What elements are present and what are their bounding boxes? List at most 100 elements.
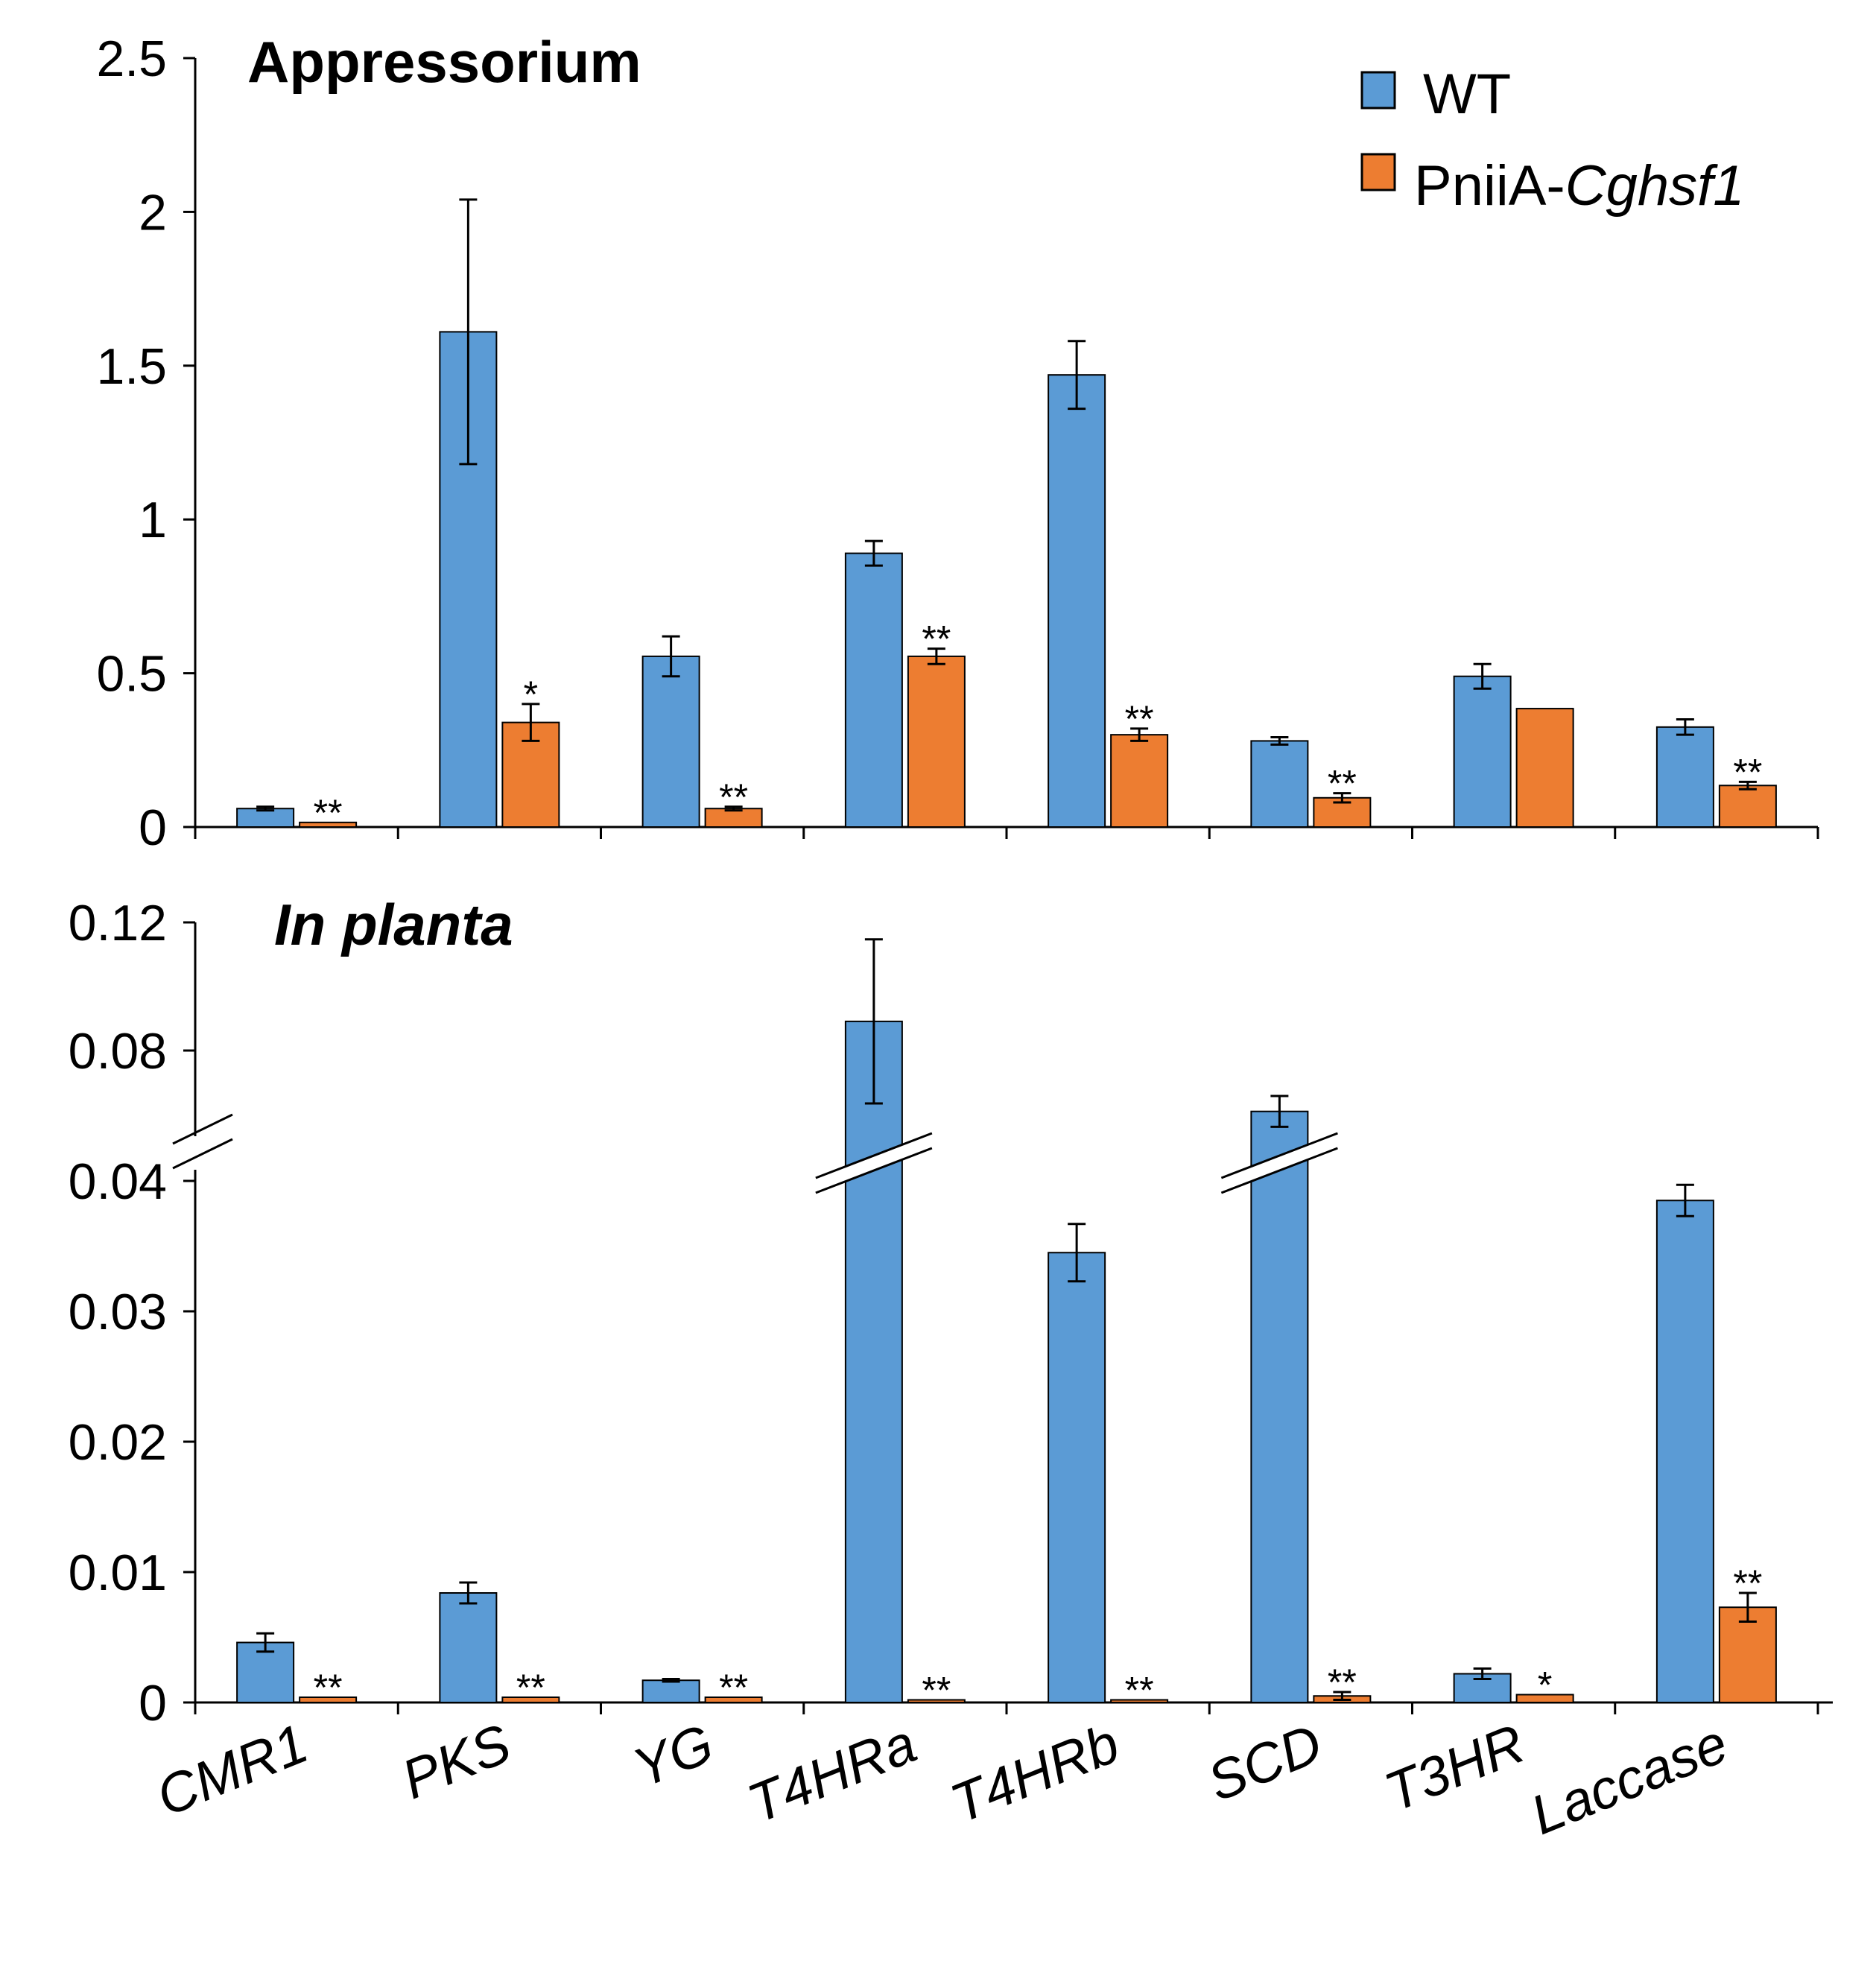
appressorium-significance-label: ** <box>922 618 951 660</box>
in-planta-title: In planta <box>274 892 513 957</box>
appressorium-error-bar <box>662 635 680 678</box>
appressorium-error-bar <box>1333 792 1351 804</box>
appressorium-bar-wt-scd <box>1250 740 1309 829</box>
appressorium-error-bar <box>724 805 743 812</box>
category-label-scd: SCD <box>1199 1712 1330 1813</box>
appressorium-chart: 00.511.522.5 *********** ** Appressorium <box>96 29 1819 856</box>
appressorium-bar-mutant-t4hrb <box>1110 734 1169 828</box>
category-label-cmr1: CMR1 <box>148 1712 317 1828</box>
in-planta-significance-label: ** <box>719 1667 748 1708</box>
in-planta-x-ticks <box>194 1702 1819 1714</box>
in-planta-bar-wt-t4hrb <box>1048 1252 1106 1703</box>
in-planta-chart: 00.010.020.030.040.080.12 ** ** ** ** ** ** **… <box>69 892 1833 1732</box>
appressorium-y-tick-label: 2 <box>139 184 167 241</box>
in-planta-error-bar <box>1270 1094 1289 1128</box>
appressorium-bar-wt-laccase <box>1655 726 1714 829</box>
appressorium-error-bar <box>1130 727 1149 742</box>
in-planta-significance-label: ** <box>1733 1562 1762 1604</box>
in-planta-bar-mutant-t4hrb <box>1110 1699 1169 1703</box>
appressorium-bar-wt-t4hrb <box>1048 374 1106 828</box>
in-planta-bar-wt-pks <box>439 1592 498 1703</box>
in-planta-y-tick-label: 0.12 <box>69 895 167 951</box>
in-planta-y-tick-label: 0 <box>139 1675 167 1732</box>
legend-label-mutant-prefix: PniiA- <box>1414 154 1565 218</box>
appressorium-error-bar <box>864 539 883 567</box>
category-label-yg: YG <box>624 1712 721 1799</box>
appressorium-significance-label: ** <box>314 792 343 834</box>
appressorium-error-bar <box>459 198 478 466</box>
appressorium-bar-wt-cmr1 <box>236 808 295 829</box>
appressorium-y-tick-label: 2.5 <box>96 31 167 87</box>
appressorium-significance-label: ** <box>1125 698 1154 740</box>
legend-swatch-mutant <box>1360 153 1396 191</box>
bar-break-mark <box>815 1132 933 1194</box>
in-planta-bar-wt-scd <box>1250 1110 1309 1703</box>
appressorium-significance-label: ** <box>1733 751 1762 793</box>
in-planta-significance-label: * <box>1538 1664 1552 1706</box>
in-planta-bar-mutant-t4hra <box>907 1699 966 1703</box>
in-planta-y-tick-label: 0.03 <box>69 1284 167 1340</box>
in-planta-bar-wt-laccase <box>1655 1200 1714 1703</box>
in-planta-error-bar <box>1333 1691 1351 1701</box>
appressorium-y-tick-label: 1 <box>139 492 167 548</box>
appressorium-bar-mutant-laccase <box>1718 785 1777 828</box>
appressorium-error-bar <box>522 703 540 742</box>
in-planta-error-bar <box>459 1581 478 1605</box>
appressorium-y-tick-label: 1.5 <box>96 338 167 395</box>
appressorium-bar-mutant-t4hra <box>907 655 966 828</box>
in-planta-bar-wt-yg <box>641 1679 700 1703</box>
appressorium-error-bar <box>1676 718 1694 736</box>
in-planta-error-bar <box>1068 1223 1086 1283</box>
appressorium-error-bar <box>927 647 945 665</box>
legend-label-mutant-italic: Cghsf1 <box>1565 154 1745 218</box>
legend: WT PniiA-Cghsf1 <box>1360 63 1745 218</box>
in-planta-significance-label: ** <box>922 1670 951 1711</box>
appressorium-bar-wt-t4hra <box>844 552 903 828</box>
appressorium-bar-mutant-cmr1 <box>299 821 358 828</box>
appressorium-error-bar <box>1270 735 1289 746</box>
category-label-laccase: Laccase <box>1522 1712 1736 1846</box>
in-planta-error-bar <box>1738 1591 1757 1623</box>
in-planta-error-bar <box>256 1632 275 1653</box>
appressorium-error-bar <box>1738 780 1757 791</box>
in-planta-y-tick-label: 0.08 <box>69 1023 167 1080</box>
appressorium-error-bar <box>1473 662 1492 690</box>
y-axis-break-mark <box>172 1113 233 1170</box>
in-planta-bars: ** ** ** ** ** ** *** <box>236 938 1777 1711</box>
bar-break-marks <box>815 1132 1338 1194</box>
in-planta-bar-mutant-laccase <box>1718 1606 1777 1703</box>
in-planta-significance-label: ** <box>1125 1670 1154 1711</box>
appressorium-x-ticks <box>194 827 1819 839</box>
appressorium-significance-label: ** <box>719 776 748 818</box>
category-label-t4hra: T4HRa <box>739 1712 924 1835</box>
appressorium-bars: *********** ** <box>236 198 1777 834</box>
legend-label-mutant: PniiA-Cghsf1 <box>1414 154 1745 218</box>
in-planta-error-bar <box>864 938 883 1105</box>
in-planta-significance-label: ** <box>314 1667 343 1708</box>
appressorium-significance-label: ** <box>1328 763 1357 805</box>
in-planta-bar-mutant-pks <box>501 1697 560 1703</box>
in-planta-bar-wt-t4hra <box>844 1020 903 1703</box>
appressorium-title: Appressorium <box>247 29 641 95</box>
in-planta-bar-mutant-t3hr <box>1515 1694 1574 1703</box>
appressorium-significance-label: * <box>524 674 538 715</box>
bar-break-mark <box>1220 1132 1338 1194</box>
appressorium-y-tick-label: 0.5 <box>96 646 167 703</box>
in-planta-y-tick-label: 0.01 <box>69 1545 167 1601</box>
appressorium-bar-mutant-t3hr <box>1515 708 1574 829</box>
in-planta-y-tick-label: 0.04 <box>69 1153 167 1210</box>
in-planta-y-tick-label: 0.02 <box>69 1414 167 1471</box>
appressorium-bar-wt-t3hr <box>1453 675 1512 829</box>
appressorium-error-bar <box>1068 340 1086 411</box>
category-label-t4hrb: T4HRb <box>942 1712 1127 1835</box>
legend-label-wt: WT <box>1423 63 1511 126</box>
appressorium-y-tick-label: 0 <box>139 799 167 856</box>
in-planta-error-bar <box>1676 1183 1694 1217</box>
in-planta-bar-mutant-yg <box>704 1697 763 1703</box>
in-planta-error-bar <box>662 1678 680 1683</box>
in-planta-axes <box>172 922 1833 1704</box>
category-label-t3hr: T3HR <box>1376 1712 1533 1823</box>
appressorium-error-bar <box>256 805 275 812</box>
